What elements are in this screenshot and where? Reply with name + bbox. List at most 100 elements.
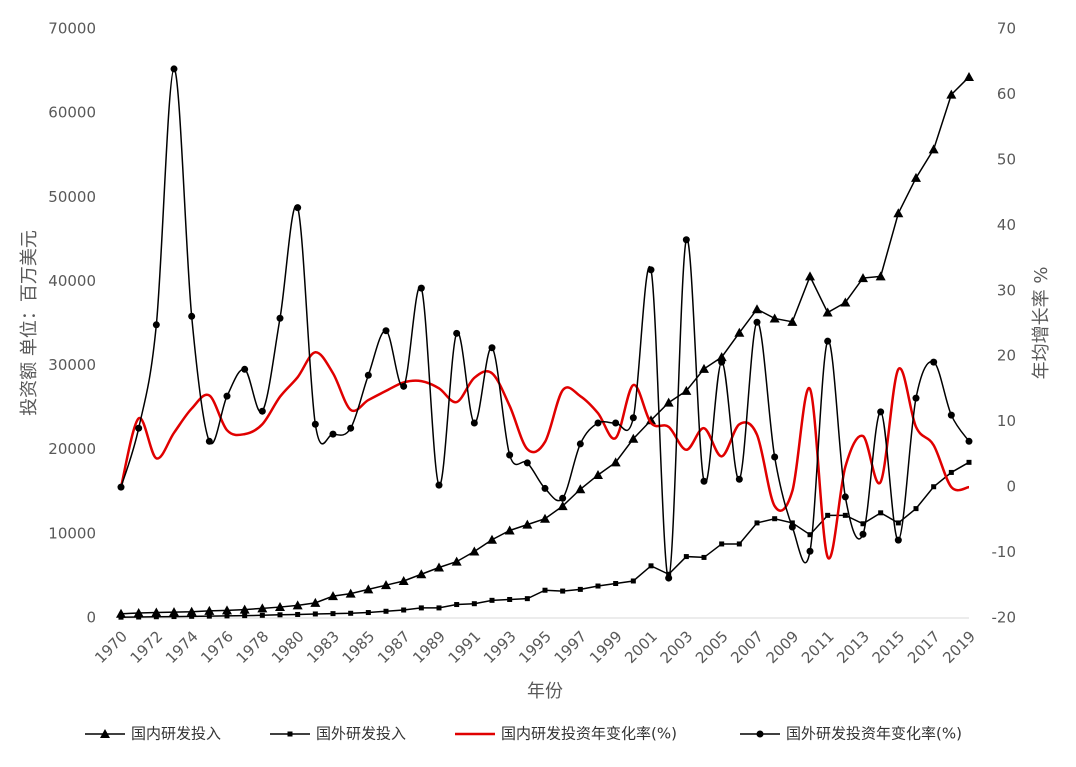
- data-point: [912, 394, 920, 402]
- data-point: [398, 575, 409, 585]
- legend-label: 国外研发投资年变化率(%): [786, 725, 962, 743]
- y2-tick-label: 60: [997, 85, 1016, 103]
- data-point: [311, 420, 319, 428]
- y-tick-label: 40000: [48, 272, 96, 290]
- data-point: [822, 307, 833, 317]
- y2-tick-label: 70: [997, 20, 1016, 38]
- data-point: [663, 397, 674, 407]
- data-point: [434, 562, 444, 572]
- data-point: [259, 612, 265, 618]
- data-point: [683, 554, 689, 560]
- data-point: [204, 605, 215, 615]
- data-point: [700, 477, 708, 485]
- data-point: [206, 613, 212, 619]
- x-tick-label: 2013: [833, 627, 873, 667]
- y-tick-label: 20000: [48, 440, 96, 458]
- data-point: [842, 512, 848, 518]
- data-point: [841, 493, 849, 501]
- data-point: [454, 602, 460, 608]
- y-tick-label: 10000: [48, 524, 96, 542]
- data-point: [312, 611, 318, 617]
- y2-tick-label: -10: [992, 543, 1017, 561]
- data-point: [964, 71, 974, 81]
- data-point: [930, 358, 938, 366]
- data-point: [701, 554, 707, 560]
- x-tick-label: 2011: [798, 627, 838, 667]
- data-point: [277, 612, 283, 618]
- legend-label: 国内研发投资年变化率(%): [501, 725, 677, 743]
- data-point: [665, 574, 673, 582]
- y-tick-label: 0: [86, 609, 96, 627]
- series-line: [119, 351, 970, 560]
- data-point: [383, 608, 389, 614]
- data-point: [241, 365, 249, 373]
- data-point: [824, 337, 832, 345]
- x-tick-label: 1995: [515, 627, 555, 667]
- data-point: [347, 424, 355, 432]
- data-point: [575, 484, 586, 494]
- data-point: [152, 321, 160, 329]
- data-point: [239, 604, 250, 614]
- data-point: [736, 541, 742, 547]
- data-point: [401, 607, 407, 613]
- legend-marker: [100, 729, 110, 738]
- data-point: [928, 144, 939, 154]
- data-point: [205, 437, 213, 445]
- data-point: [418, 605, 424, 611]
- data-point: [807, 532, 813, 538]
- y2-tick-label: -20: [992, 609, 1017, 627]
- data-point: [612, 419, 620, 427]
- data-point: [965, 437, 973, 445]
- data-point: [860, 521, 866, 527]
- data-point: [877, 408, 885, 416]
- y-tick-label: 70000: [48, 20, 96, 38]
- data-point: [788, 523, 796, 531]
- data-point: [893, 208, 904, 218]
- data-point: [382, 327, 390, 335]
- data-point: [718, 358, 726, 366]
- data-point: [507, 596, 513, 602]
- x-tick-label: 2001: [621, 627, 661, 667]
- data-point: [752, 304, 762, 314]
- data-point: [719, 541, 725, 547]
- legend-label: 国外研发投入: [316, 725, 406, 743]
- data-point: [488, 344, 496, 352]
- data-point: [522, 519, 533, 529]
- data-point: [169, 607, 179, 617]
- data-point: [345, 588, 356, 598]
- x-tick-label: 2019: [939, 627, 979, 667]
- x-tick-label: 1974: [162, 627, 202, 667]
- data-point: [417, 284, 425, 292]
- x-tick-label: 2009: [763, 627, 803, 667]
- data-point: [365, 610, 371, 616]
- data-point: [594, 419, 602, 427]
- y2-tick-label: 10: [997, 412, 1016, 430]
- x-tick-label: 1970: [91, 627, 131, 667]
- data-point: [363, 584, 374, 594]
- x-tick-label: 2015: [869, 627, 909, 667]
- data-point: [610, 457, 621, 467]
- data-point: [487, 534, 497, 544]
- x-axis-title: 年份: [527, 681, 563, 702]
- data-point: [416, 569, 427, 579]
- data-point: [576, 440, 584, 448]
- data-point: [875, 271, 886, 281]
- data-point: [946, 89, 957, 99]
- data-point: [753, 318, 761, 326]
- data-point: [825, 512, 831, 518]
- data-point: [771, 453, 779, 461]
- x-tick-label: 2007: [727, 627, 767, 667]
- y2-tick-label: 50: [997, 150, 1016, 168]
- x-tick-label: 2003: [657, 627, 697, 667]
- y-tick-label: 50000: [48, 188, 96, 206]
- data-point: [188, 312, 196, 320]
- x-tick-label: 1997: [551, 627, 591, 667]
- data-point: [330, 611, 336, 617]
- data-point: [541, 484, 549, 492]
- data-point: [470, 419, 478, 427]
- x-tick-label: 1987: [374, 627, 414, 667]
- x-tick-label: 2017: [904, 627, 944, 667]
- series-line: [120, 68, 970, 579]
- data-point: [540, 513, 550, 523]
- legend-label: 国内研发投入: [131, 725, 221, 743]
